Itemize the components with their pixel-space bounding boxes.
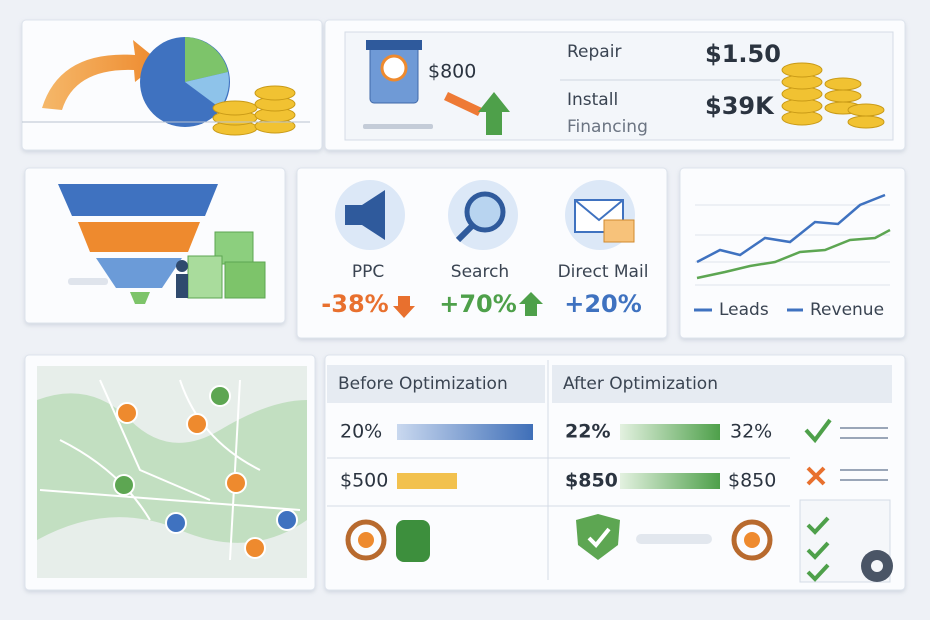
channels-panel-shape: [519, 292, 543, 316]
comparison-panel-shape: [804, 418, 832, 444]
growth-illustration-shape: [185, 72, 229, 108]
pricing-panel-shape: [363, 124, 433, 129]
channels-panel: PPC -38% Search +70% Direct Mail +20%: [296, 167, 668, 339]
comparison-panel-shape: [731, 519, 773, 561]
channel-change: +70%: [439, 290, 517, 318]
comparison-panel-shape: [871, 560, 883, 572]
comparison-panel-shape: [576, 514, 620, 560]
comparison-panel-shape: [636, 534, 712, 544]
map-panel-shape: [39, 379, 301, 561]
comparison-panel-shape: [806, 516, 830, 582]
comparison-panel-shape: [587, 527, 611, 548]
comparison-panel-shape: [358, 532, 374, 548]
channels-panel-shape: [574, 199, 624, 233]
pricing-panel-shape: [444, 92, 482, 116]
comparison-panel-shape: [620, 424, 720, 440]
trend-panel: Leads Revenue: [679, 167, 906, 339]
comparison-panel-shape: [552, 365, 892, 403]
channels-panel-shape: [603, 219, 635, 243]
trend-panel-shape: [696, 228, 891, 280]
funnel-illustration-shape: [224, 261, 266, 299]
channel-name: Search: [451, 262, 509, 282]
channel-name: PPC: [352, 262, 384, 282]
map-panel-shape-shape: [276, 509, 298, 531]
comparison-panel-shape: [324, 354, 906, 591]
map-panel-shape-shape: [165, 512, 187, 534]
map-panel-shape-shape: [116, 402, 138, 424]
channel-change: -38%: [321, 290, 388, 318]
after-target: $850: [728, 470, 776, 492]
growth-illustration-shape-shape: [212, 100, 258, 116]
comparison-panel-shape: [620, 473, 720, 489]
pricing-panel-shape: [380, 54, 408, 82]
service-price: $39K: [705, 92, 775, 120]
before-value: 20%: [340, 421, 382, 443]
comparison-panel-shape: [345, 519, 387, 561]
pricing-panel-shape-shape: [781, 62, 823, 78]
comparison-panel-shape: [396, 520, 430, 562]
pricing-panel-shape-shape: [824, 77, 862, 91]
pricing-panel-shape-shape: [847, 115, 885, 129]
after-value: 22%: [565, 421, 610, 443]
after-value: $850: [565, 470, 618, 492]
pricing-panel-shape: [478, 92, 510, 135]
map-panel-shape-shape: [225, 472, 247, 494]
growth-illustration: [21, 19, 323, 151]
growth-illustration-shape: [185, 37, 228, 82]
pricing-panel-shape-shape: [847, 103, 885, 117]
comparison-panel-shape: [397, 473, 457, 489]
pricing-panel: $800 Repair $1.50 Install $39K Financing: [324, 19, 906, 151]
map-panel-shape-shape: [113, 474, 135, 496]
funnel-illustration: [24, 167, 286, 324]
legend-label: Revenue: [810, 300, 884, 320]
map-panel-shape-shape: [209, 385, 231, 407]
comparison-panel-shape: [327, 365, 545, 403]
trend-panel-shape: [696, 193, 886, 264]
channels-panel-shape: [345, 190, 385, 240]
map-panel-shape-shape: [186, 413, 208, 435]
funnel-illustration-shape: [68, 278, 108, 285]
comparison-panel: Before Optimization After Optimization 2…: [324, 354, 906, 591]
funnel-illustration-shape: [130, 292, 150, 304]
map-panel-shape-shape: [244, 537, 266, 559]
channel-name: Direct Mail: [558, 262, 649, 282]
after-target: 32%: [730, 421, 772, 443]
column-title: Before Optimization: [338, 374, 508, 394]
offer-price: $800: [428, 61, 476, 83]
trend-panel-shape: [679, 167, 906, 339]
channels-panel-shape: [455, 223, 475, 243]
funnel-illustration-shape: [176, 274, 188, 298]
growth-illustration-shape: [42, 40, 160, 110]
pricing-panel-shape: [366, 40, 422, 50]
pricing-panel-shape: [781, 62, 885, 129]
funnel-illustration-shape: [176, 260, 188, 272]
funnel-illustration-shape: [78, 222, 200, 252]
comparison-panel-shape: [806, 466, 826, 486]
pricing-panel-shape-shape: [824, 89, 862, 103]
trend-panel-shape: [695, 204, 890, 286]
channel-change: +20%: [564, 290, 642, 318]
map-panel-shape: [113, 385, 298, 559]
channels-panel-shape: [393, 296, 415, 318]
legend-label: Leads: [719, 300, 769, 320]
funnel-illustration-shape: [96, 258, 182, 288]
channels-panel-shape: [574, 199, 624, 222]
column-title: After Optimization: [563, 374, 718, 394]
financing-note: Financing: [567, 117, 648, 137]
comparison-panel-shape: [397, 424, 533, 440]
funnel-illustration-shape: [187, 255, 223, 299]
growth-illustration-shape-shape: [254, 85, 296, 101]
service-price: $1.50: [705, 40, 781, 68]
map-panel: [24, 354, 316, 591]
service-label: Install: [567, 90, 618, 110]
before-value: $500: [340, 470, 388, 492]
service-label: Repair: [567, 42, 621, 62]
comparison-panel-shape: [744, 532, 760, 548]
funnel-illustration-shape: [58, 184, 218, 216]
channels-panel-shape: [464, 191, 506, 233]
